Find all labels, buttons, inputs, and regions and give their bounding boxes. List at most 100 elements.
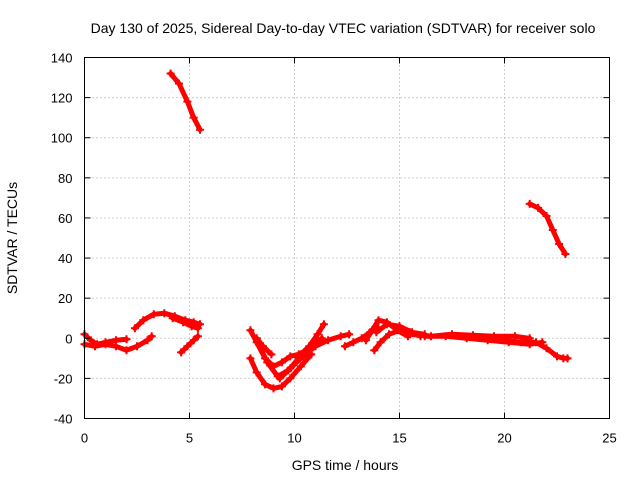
series-point [441,332,450,341]
y-tick-label: 20 [58,291,72,306]
series-point [319,320,328,329]
series-point [374,316,383,325]
series-point [525,199,534,208]
series-point [267,350,276,359]
series-point [133,342,141,351]
grid-lines [84,57,610,419]
series-point [160,309,169,318]
x-tick-label: 5 [186,431,193,446]
x-tick-labels: 0 5 10 15 20 25 [81,431,617,446]
series-point [196,125,204,134]
series-point [101,340,110,349]
series-point [246,326,255,335]
y-axis-label: SDTVAR / TECUs [4,182,20,294]
series-point [395,322,404,331]
series-point [286,374,295,383]
series-point [511,332,519,341]
series-point [370,346,379,355]
series-point [462,334,471,343]
series-point [345,330,354,339]
series-point [420,332,429,341]
series-point [563,354,572,363]
series-point [406,330,414,339]
plot-frame [84,57,610,419]
chart-title: Day 130 of 2025, Sidereal Day-to-day VTE… [91,20,596,36]
series-point [175,79,183,88]
series-point [246,354,255,363]
series-point [324,336,333,345]
series-point [143,336,152,345]
series-point [122,346,131,355]
series-point [385,330,393,339]
x-tick-label: 20 [497,431,511,446]
series-point [500,336,509,345]
x-tick-label: 0 [81,431,88,446]
series-point [534,203,543,212]
series-point [91,342,99,351]
series-point [261,380,270,389]
series-line-arc-5 [178,333,201,355]
series-line-arc-11 [298,321,327,357]
series-point [296,350,305,359]
series-point [193,332,202,341]
x-tick-label: 10 [287,431,301,446]
series-point [286,364,295,373]
series-point [305,342,314,351]
y-tick-label: -20 [54,371,73,386]
series-point [112,342,120,351]
series-point [130,324,139,333]
series-point [296,362,305,371]
series-point [177,348,186,357]
series-point [277,358,286,367]
series-point [286,352,295,361]
series-point [349,338,358,347]
series-point [485,334,494,343]
series-point [196,320,204,329]
series-point [561,250,570,259]
series-point [361,336,370,345]
y-tick-label: 40 [58,251,72,266]
series-point [183,342,192,351]
series-point [372,328,381,337]
y-tick-label: 140 [51,51,73,66]
series-point [277,382,286,391]
series-point [553,352,561,361]
y-tick-label: 120 [51,91,73,106]
series-point [275,374,284,383]
series-point [382,320,391,329]
x-axis-label: GPS time / hours [292,457,399,473]
series-point [252,368,261,377]
series-point [542,344,551,353]
series-point [122,335,131,344]
y-tick-label: -40 [54,412,73,427]
series-point [189,336,198,345]
series-point [189,113,198,122]
series-point [147,332,156,341]
series-point [340,342,349,351]
y-tick-label: 80 [58,171,72,186]
series-point [149,310,158,319]
series-point [376,338,385,347]
series-line-arc-19 [487,335,570,361]
x-tick-label: 25 [602,431,616,446]
series-point [187,322,196,331]
series-point [86,336,95,345]
series-point [166,69,175,78]
y-tick-labels: -40 -20 0 20 40 60 80 100 120 140 [51,51,73,427]
x-tick-label: 15 [392,431,406,446]
series-point [336,332,345,341]
series-point [269,384,278,393]
series-point [183,97,192,106]
tick-marks [84,57,610,419]
series-point [555,240,564,249]
y-tick-label: 0 [65,331,72,346]
series-point [548,225,557,234]
series-point [368,326,377,335]
series-point [263,358,272,367]
series-point [313,330,322,339]
series-point [193,324,202,333]
y-tick-label: 100 [51,131,73,146]
series-line-arc-8 [247,351,314,391]
data-series [80,69,572,393]
